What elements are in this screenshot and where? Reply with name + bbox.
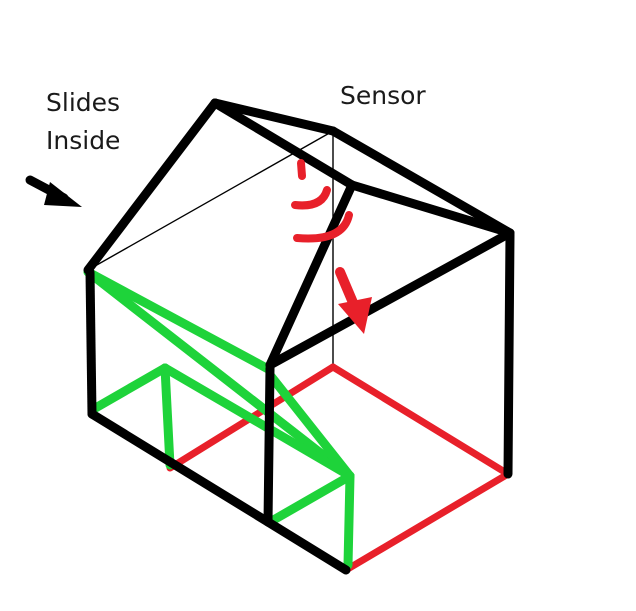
roof-back-slope — [328, 126, 515, 238]
front-corner-post — [263, 363, 275, 527]
slide-front-rail — [160, 363, 355, 481]
slide-upper-rail — [83, 267, 275, 375]
slide-left-brace — [87, 363, 170, 415]
roof-front-slope-right — [347, 180, 515, 238]
back-edges — [87, 130, 334, 365]
right-corner-post — [503, 230, 515, 479]
left-corner-post — [85, 267, 97, 419]
slide-mid-post — [160, 363, 175, 470]
sensor-label: Sensor — [340, 81, 426, 110]
house-frame — [83, 98, 515, 575]
base-front — [263, 517, 351, 575]
roof-ridge — [210, 98, 338, 136]
slide-bottom-rail — [265, 471, 355, 527]
slide-frame — [83, 267, 355, 570]
slide-diagonal-brace — [265, 370, 355, 481]
roof-left-slope — [83, 98, 220, 275]
roof-front-slope-left — [265, 180, 357, 370]
signal-waves-icon — [291, 159, 353, 243]
arrow-down-icon — [335, 267, 372, 334]
floor-right-edge — [342, 470, 512, 574]
roof-front-ridge — [210, 98, 357, 190]
slide-top-diagonal — [83, 267, 355, 481]
slide-front-post — [343, 471, 355, 570]
floor-back-edge — [329, 363, 512, 478]
slides-inside-label-line2: Inside — [46, 126, 121, 155]
base-left — [87, 409, 273, 527]
arrow-right-down-icon — [25, 175, 82, 207]
slides-inside-label-line1: Slides — [46, 88, 121, 117]
eave-front — [265, 228, 515, 370]
